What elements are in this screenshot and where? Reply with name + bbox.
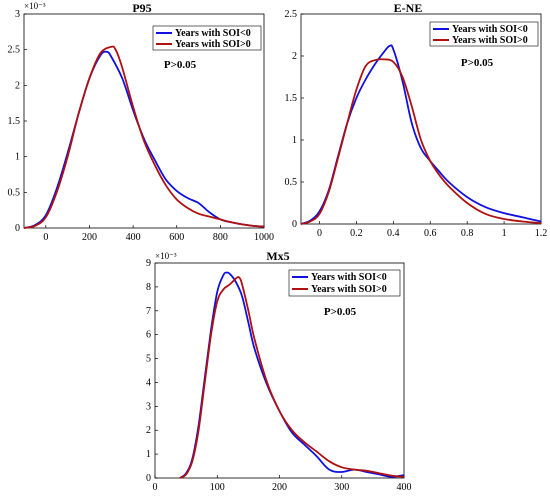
- legend-label-soi-pos: Years with SOI>0: [452, 35, 528, 46]
- significance-annotation: P>0.05: [164, 59, 197, 71]
- axis-ticks: 0 100 200 300 400 0 1 2 3 4 5 6 7 8 9: [146, 258, 412, 493]
- y-exponent-label: ×10⁻³: [155, 251, 177, 261]
- legend-box: [429, 21, 539, 47]
- series-lines: [300, 44, 542, 225]
- significance-annotation: P>0.05: [461, 57, 494, 69]
- y-tick-label: 1.5: [285, 93, 298, 104]
- series-line-soi-neg: [300, 44, 542, 225]
- y-tick-label: 0: [292, 219, 297, 230]
- y-tick-label: 2.5: [285, 9, 298, 20]
- legend: Years with SOI<0 Years with SOI>0: [288, 269, 401, 297]
- y-tick-label: 8: [146, 282, 151, 293]
- y-tick-label: 5: [146, 354, 151, 365]
- series-line-soi-pos: [23, 45, 265, 229]
- y-tick-label: 7: [146, 306, 151, 317]
- x-tick-label: 800: [213, 232, 228, 243]
- y-tick-label: 1: [146, 449, 151, 460]
- plot-area: [300, 13, 542, 225]
- y-tick-label: 4: [146, 377, 151, 388]
- y-tick-label: 0: [15, 223, 20, 234]
- x-tick-label: 600: [169, 232, 184, 243]
- y-tick-label: 0.5: [285, 177, 298, 188]
- axis-ticks: 0 0.2 0.4 0.6 0.8 1 1.2 0 0.5 1 1.5 2 2.5: [285, 9, 548, 239]
- legend-label-soi-neg: Years with SOI<0: [175, 28, 251, 39]
- series-lines: [23, 45, 265, 229]
- y-tick-label: 0: [146, 473, 151, 484]
- legend-box: [152, 25, 262, 51]
- legend-label-soi-pos: Years with SOI>0: [311, 284, 387, 295]
- chart-title: P95: [132, 1, 151, 15]
- legend-label-soi-pos: Years with SOI>0: [175, 39, 251, 50]
- y-tick-label: 0.5: [8, 187, 21, 198]
- x-tick-label: 200: [272, 482, 287, 493]
- y-tick-label: 2.5: [8, 45, 21, 56]
- legend-label-soi-neg: Years with SOI<0: [311, 272, 387, 283]
- y-tick-label: 9: [146, 258, 151, 269]
- legend: Years with SOI<0 Years with SOI>0: [429, 21, 539, 47]
- x-tick-label: 200: [82, 232, 97, 243]
- series-line-soi-neg: [179, 271, 405, 479]
- y-exponent-label: ×10⁻³: [24, 1, 46, 11]
- y-tick-label: 3: [146, 401, 151, 412]
- x-tick-label: 0.6: [424, 228, 437, 239]
- y-tick-label: 6: [146, 330, 151, 341]
- y-tick-label: 2: [146, 425, 151, 436]
- legend-label-soi-neg: Years with SOI<0: [452, 24, 528, 35]
- chart-panel-mx5: Mx5 ×10⁻³ 0 100 200 300 400 0 1 2 3 4 5 6 7 8 9 Years …: [146, 249, 412, 493]
- y-tick-label: 2: [292, 51, 297, 62]
- y-tick-label: 2: [15, 80, 20, 91]
- x-tick-label: 0.8: [461, 228, 474, 239]
- x-tick-label: 1000: [254, 232, 274, 243]
- x-tick-label: 400: [126, 232, 141, 243]
- series-lines: [179, 271, 405, 479]
- x-tick-label: 300: [334, 482, 349, 493]
- y-tick-label: 1: [15, 152, 20, 163]
- x-tick-label: 0: [317, 228, 322, 239]
- series-line-soi-pos: [300, 58, 542, 225]
- y-tick-label: 1.5: [8, 116, 21, 127]
- chart-title: Mx5: [266, 249, 289, 263]
- chart-panel-p95: P95 ×10⁻³ 0 200 400 600 800 1000 0 0.5 1 1.5 2 2.5 3…: [8, 1, 275, 243]
- axis-ticks: 0 200 400 600 800 1000 0 0.5 1 1.5 2 2.5 3: [8, 9, 275, 243]
- x-tick-label: 1.2: [535, 228, 548, 239]
- x-tick-label: 100: [210, 482, 225, 493]
- series-line-soi-pos: [179, 276, 405, 479]
- x-tick-label: 1: [502, 228, 507, 239]
- y-tick-label: 1: [292, 135, 297, 146]
- x-tick-label: 0.4: [387, 228, 400, 239]
- y-tick-label: 3: [15, 9, 20, 20]
- chart-title: E-NE: [394, 1, 423, 15]
- x-tick-label: 0.2: [350, 228, 363, 239]
- chart-panel-e-ne: E-NE 0 0.2 0.4 0.6 0.8 1 1.2 0 0.5 1 1.5 2 2.5 Years…: [285, 1, 548, 239]
- x-tick-label: 0: [153, 482, 158, 493]
- legend: Years with SOI<0 Years with SOI>0: [152, 25, 262, 51]
- significance-annotation: P>0.05: [324, 306, 357, 318]
- legend-box: [288, 269, 401, 297]
- x-tick-label: 400: [397, 482, 412, 493]
- x-tick-label: 0: [43, 232, 48, 243]
